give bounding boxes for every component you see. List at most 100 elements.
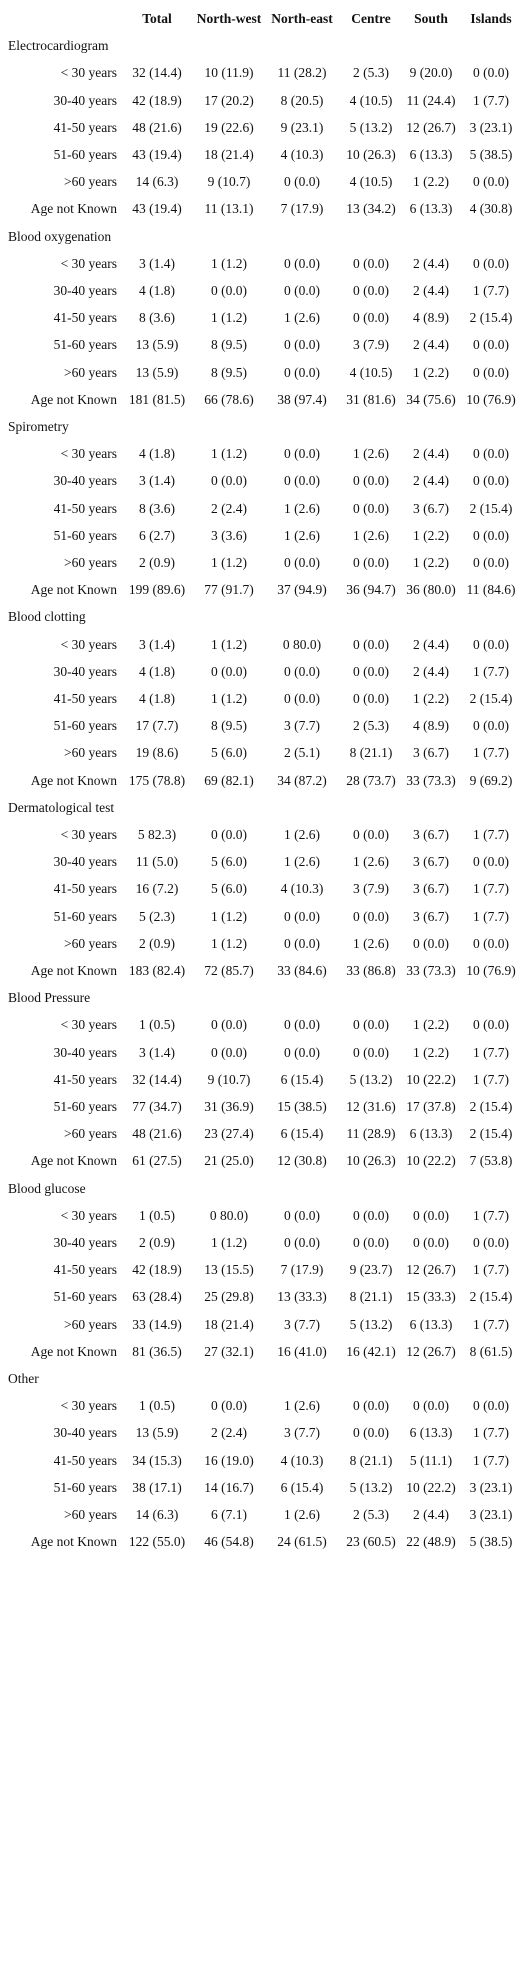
row-label: < 30 years — [60, 636, 117, 652]
table-cell: 4 (10.5) — [349, 92, 393, 108]
row-label: < 30 years — [60, 1398, 117, 1414]
table-cell: 6 (13.3) — [409, 1316, 453, 1332]
table-cell: 10 (26.3) — [346, 147, 396, 162]
row-label: 41-50 years — [53, 1452, 117, 1468]
table-cell: 8 (9.5) — [211, 337, 247, 353]
table-cell: 4 (10.5) — [349, 174, 393, 190]
table-cell: 199 (89.6) — [128, 582, 186, 598]
table-cell: 3 (23.1) — [469, 1479, 513, 1495]
table-cell: 1 (1.2) — [211, 310, 247, 326]
row-label: 51-60 years — [53, 527, 117, 543]
table-cell: 0 (0.0) — [211, 473, 247, 489]
table-cell: 0 (0.0) — [211, 663, 247, 679]
table-cell: 1 (7.7) — [473, 1316, 509, 1332]
table-cell: 24 (61.5) — [277, 1534, 327, 1550]
table-cell: 1 (2.2) — [413, 1044, 449, 1060]
table-cell: 36 (94.7) — [346, 582, 396, 598]
table-cell: 8 (21.1) — [349, 1289, 393, 1305]
table-cell: 1 (7.7) — [473, 1044, 509, 1060]
table-cell: 12 (31.6) — [346, 1099, 396, 1114]
table-cell: 9 (69.2) — [469, 772, 513, 788]
table-cell: 33 (14.9) — [132, 1316, 182, 1332]
table-cell: 175 (78.8) — [128, 772, 186, 788]
table-cell: 11 (5.0) — [135, 854, 179, 870]
table-cell: 0 (0.0) — [413, 1235, 449, 1250]
table-cell: 31 (81.6) — [346, 391, 396, 407]
table-cell: 2 (15.4) — [469, 500, 513, 516]
table-cell: 38 (97.4) — [277, 391, 327, 407]
table-cell: 0 (0.0) — [473, 255, 509, 271]
row-label: Age not Known — [30, 1534, 117, 1550]
table-cell: 3 (6.7) — [413, 854, 449, 870]
table-cell: 1 (2.6) — [284, 527, 320, 543]
table-cell: 17 (20.2) — [204, 92, 254, 108]
table-cell: 37 (94.9) — [277, 582, 327, 598]
table-cell: 0 (0.0) — [413, 1398, 449, 1414]
table-cell: 4 (8.9) — [413, 718, 449, 734]
table-cell: 34 (87.2) — [277, 772, 327, 788]
table-cell: 0 (0.0) — [473, 65, 509, 81]
table-cell: 2 (4.4) — [413, 283, 449, 298]
table-cell: 43 (19.4) — [132, 147, 182, 162]
row-label: Age not Known — [30, 391, 117, 407]
table-cell: 8 (20.5) — [280, 92, 324, 108]
row-label: Age not Known — [30, 582, 117, 598]
table-cell: 0 (0.0) — [284, 1207, 320, 1223]
table-cell: 1 (1.2) — [211, 636, 247, 652]
row-label: 41-50 years — [53, 1071, 117, 1087]
section-title: Blood glucose — [8, 1180, 86, 1196]
table-cell: 5 (11.1) — [409, 1452, 453, 1468]
table-cell: 9 (23.7) — [349, 1262, 393, 1278]
row-label: Age not Known — [30, 201, 117, 217]
table-cell: 2 (4.4) — [413, 1507, 449, 1522]
table-cell: 0 (0.0) — [353, 473, 389, 489]
table-cell: 4 (30.8) — [469, 201, 513, 217]
table-cell: 3 (23.1) — [469, 1507, 513, 1522]
table-cell: 0 (0.0) — [211, 827, 247, 842]
table-cell: 77 (91.7) — [204, 582, 254, 598]
table-cell: 2 (0.9) — [139, 1235, 175, 1250]
row-label: 30-40 years — [53, 1425, 117, 1441]
table-cell: 27 (32.1) — [204, 1343, 254, 1359]
row-label: >60 years — [64, 1507, 117, 1522]
table-cell: 1 (7.7) — [473, 827, 509, 842]
table-cell: 0 (0.0) — [211, 1044, 247, 1060]
section-title: Electrocardiogram — [8, 38, 109, 54]
table-cell: 14 (16.7) — [204, 1479, 254, 1495]
table-cell: 0 (0.0) — [353, 255, 389, 271]
row-label: 41-50 years — [53, 881, 117, 897]
table-cell: 21 (25.0) — [204, 1153, 254, 1169]
table-cell: 0 (0.0) — [353, 663, 389, 679]
table-cell: 14 (6.3) — [135, 174, 179, 190]
table-cell: 9 (10.7) — [207, 1071, 251, 1087]
section-title: Other — [8, 1371, 39, 1386]
table-cell: 1 (7.7) — [473, 745, 509, 761]
row-label: 41-50 years — [53, 500, 117, 516]
table-cell: 12 (30.8) — [277, 1153, 327, 1169]
table-cell: 6 (7.1) — [211, 1507, 247, 1522]
table-cell: 13 (15.5) — [204, 1262, 254, 1278]
table-cell: 1 (2.6) — [353, 935, 389, 951]
table-cell: 8 (9.5) — [211, 718, 247, 734]
table-cell: 2 (4.4) — [413, 446, 449, 462]
table-cell: 0 (0.0) — [353, 500, 389, 516]
table-cell: 4 (1.8) — [139, 691, 175, 706]
table-cell: 13 (33.3) — [277, 1289, 327, 1305]
table-cell: 46 (54.8) — [204, 1534, 254, 1550]
table-cell: 36 (80.0) — [406, 582, 456, 598]
table-cell: 1 (7.7) — [473, 1425, 509, 1441]
table-cell: 3 (6.7) — [413, 827, 449, 842]
row-label: Age not Known — [30, 963, 117, 978]
table-cell: 2 (5.1) — [284, 745, 320, 761]
table-cell: 0 (0.0) — [473, 446, 509, 462]
table-cell: 18 (21.4) — [204, 1316, 254, 1332]
table-cell: 5 (6.0) — [211, 854, 247, 870]
table-cell: 11 (28.9) — [346, 1126, 396, 1142]
table-cell: 31 (36.9) — [204, 1099, 254, 1114]
table-cell: 2 (5.3) — [353, 1507, 389, 1522]
row-label: >60 years — [64, 745, 117, 761]
table-cell: 19 (22.6) — [204, 119, 254, 135]
table-cell: 0 (0.0) — [353, 310, 389, 326]
table-cell: 69 (82.1) — [204, 772, 254, 788]
table-cell: 9 (20.0) — [409, 65, 453, 81]
